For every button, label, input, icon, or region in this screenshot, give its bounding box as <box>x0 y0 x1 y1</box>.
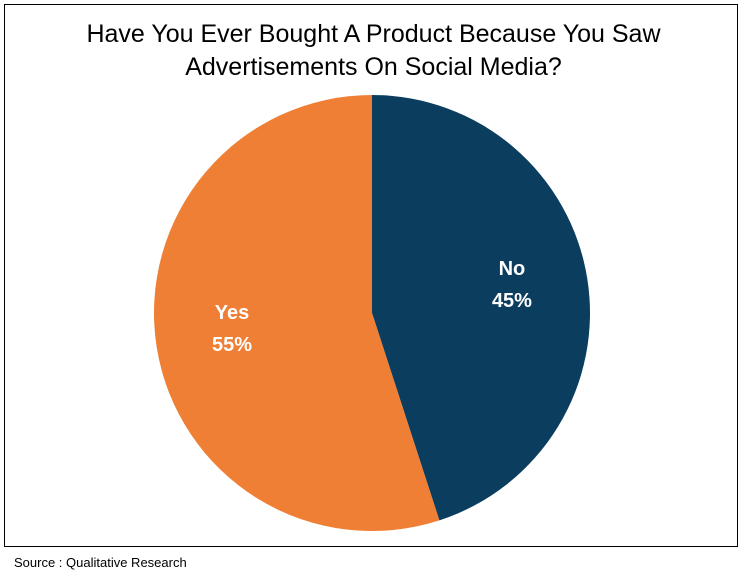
slice-label-no: No <box>499 258 526 280</box>
slice-percent-no: 45% <box>492 290 532 312</box>
pie-slice-no <box>372 95 590 521</box>
source-note: Source : Qualitative Research <box>14 555 187 570</box>
pie-slice-yes <box>153 95 440 531</box>
slice-label-yes: Yes <box>215 302 249 324</box>
slice-percent-yes: 55% <box>212 334 252 356</box>
chart-title: Have You Ever Bought A Product Because Y… <box>86 20 661 81</box>
